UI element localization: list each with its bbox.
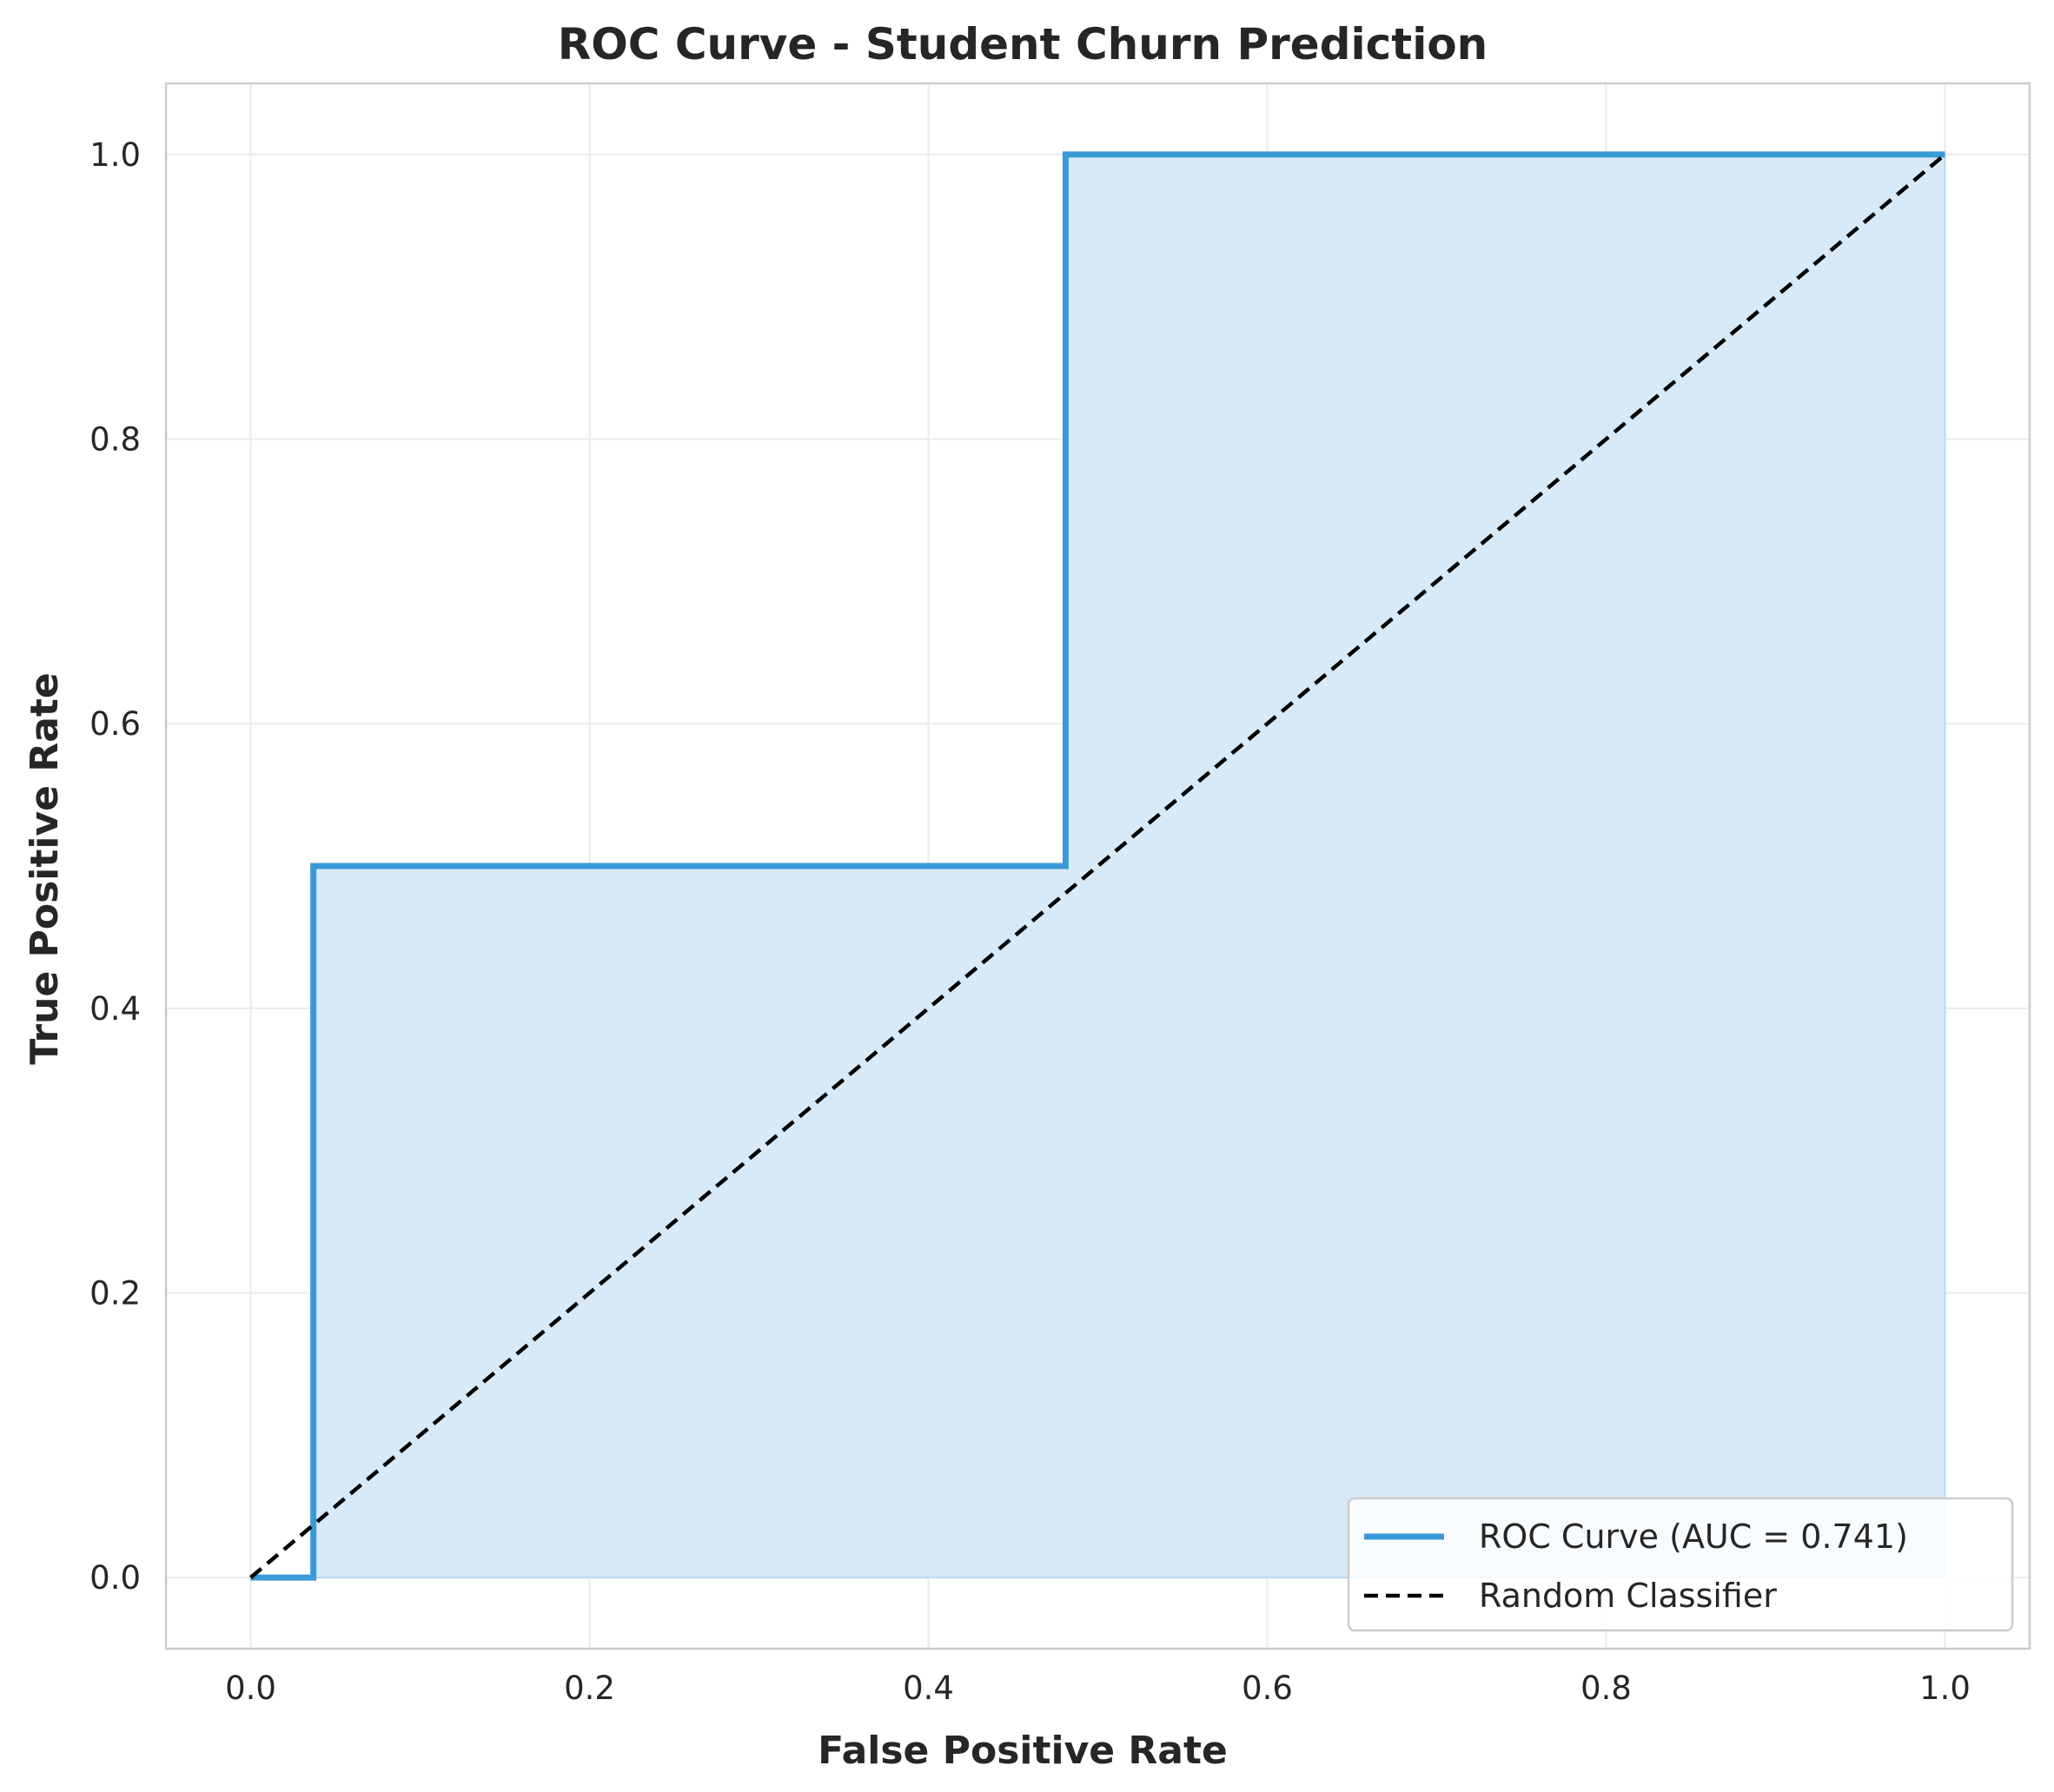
x-tick-label-0: 0.0 [225, 1670, 276, 1707]
plot-frame [164, 82, 2031, 1650]
y-tick-label-4: 0.8 [89, 421, 141, 459]
y-tick-label-3: 0.6 [89, 705, 141, 743]
x-axis-label: False Positive Rate [818, 1729, 1228, 1773]
plot-area: 0.0 0.2 0.4 0.6 0.8 1.0 0.0 0.2 0.4 0.6 0.8 1.0 ROC … [89, 82, 2031, 1707]
y-tick-label-1: 0.2 [89, 1274, 141, 1312]
chart-title: ROC Curve - Student Churn Prediction [558, 19, 1488, 69]
y-tick-label-5: 1.0 [89, 136, 141, 174]
roc-curve-line [250, 151, 1945, 1581]
x-tick-label-4: 0.8 [1580, 1670, 1632, 1707]
x-tick-label-2: 0.4 [903, 1670, 954, 1707]
legend-label-0: ROC Curve (AUC = 0.741) [1479, 1518, 1908, 1556]
y-axis-label: True Positive Rate [23, 672, 67, 1065]
legend-label-1: Random Classifier [1479, 1577, 1777, 1615]
y-tick-label-2: 0.4 [89, 990, 141, 1028]
x-tick-label-3: 0.6 [1242, 1670, 1293, 1707]
legend-box [1347, 1497, 2014, 1632]
x-tick-label-1: 0.2 [564, 1670, 615, 1707]
x-tick-label-5: 1.0 [1919, 1670, 1971, 1707]
y-tick-label-0: 0.0 [89, 1559, 141, 1597]
